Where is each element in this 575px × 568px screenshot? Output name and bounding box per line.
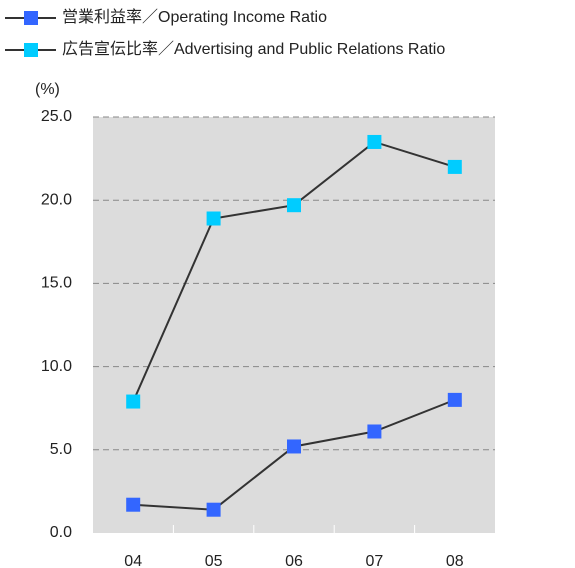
marker [206,502,221,517]
marker [367,134,382,149]
y-tick-label: 10.0 [41,358,72,375]
x-tick-label: 08 [446,553,464,568]
marker [447,159,462,174]
marker [126,394,141,409]
x-tick-label: 07 [366,553,384,568]
y-tick-label: 20.0 [41,191,72,208]
y-tick-label: 5.0 [50,441,72,458]
legend-label: 営業利益率／Operating Income Ratio [62,8,327,26]
y-axis-label: (%) [35,81,60,98]
marker [447,392,462,407]
x-tick-label: 05 [205,553,223,568]
legend-marker [24,43,38,57]
marker [206,211,221,226]
marker [287,198,301,213]
y-tick-label: 25.0 [41,108,72,125]
marker [126,497,141,512]
marker [367,424,382,439]
marker [287,439,301,454]
legend-label: 広告宣伝比率／Advertising and Public Relations … [62,40,445,58]
legend-marker [24,11,38,25]
x-tick-label: 06 [285,553,303,568]
y-tick-label: 15.0 [41,275,72,292]
y-tick-label: 0.0 [50,524,72,541]
plot-area [93,117,495,533]
x-tick-label: 04 [124,553,142,568]
